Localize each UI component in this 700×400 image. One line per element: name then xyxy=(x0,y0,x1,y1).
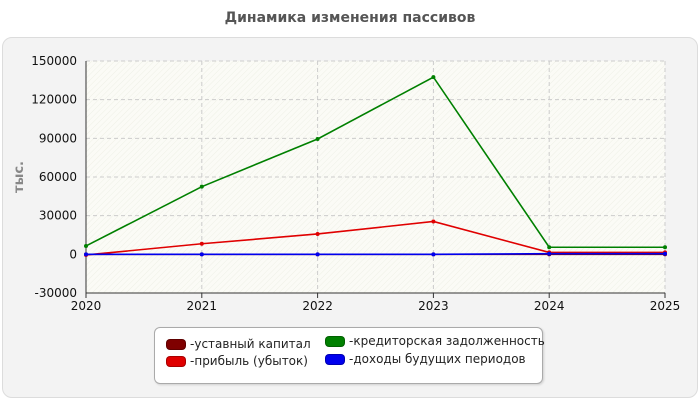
data-point xyxy=(199,241,204,246)
x-tick-label: 2025 xyxy=(650,299,681,313)
legend-item-kreditorskaya: - кредиторская задолженность xyxy=(325,334,545,348)
y-tick-label: 90000 xyxy=(39,131,77,145)
data-point xyxy=(431,252,436,257)
data-point xyxy=(431,219,436,224)
data-point xyxy=(315,231,320,236)
data-point xyxy=(315,252,320,257)
data-point xyxy=(84,252,88,257)
y-axis-label: тыс. xyxy=(12,161,27,193)
x-tick-label: 2023 xyxy=(418,299,449,313)
series-line xyxy=(86,252,665,256)
legend-swatch xyxy=(325,353,345,365)
legend-item-pribyl: - прибыль (убыток) xyxy=(166,354,308,368)
chart-legend: - уставный капитал - прибыль (убыток) - … xyxy=(154,327,545,384)
data-point xyxy=(315,136,320,141)
legend-separator: - xyxy=(349,352,354,366)
legend-swatch xyxy=(166,338,186,350)
series-line xyxy=(85,220,665,256)
legend-label: доходы будущих периодов xyxy=(353,352,526,366)
x-tick-label: 2021 xyxy=(187,299,218,313)
legend-label: кредиторская задолженность xyxy=(353,334,545,348)
data-point xyxy=(84,243,88,248)
legend-item-dokhody: - доходы будущих периодов xyxy=(325,352,526,366)
legend-separator: - xyxy=(349,334,354,348)
x-tick-label: 2020 xyxy=(71,299,102,313)
x-tick-label: 2022 xyxy=(302,299,333,313)
legend-label: уставный капитал xyxy=(194,337,311,351)
chart-title: Динамика изменения пассивов xyxy=(224,10,476,26)
data-point xyxy=(547,245,552,250)
data-point xyxy=(199,184,204,189)
legend-separator: - xyxy=(190,354,195,368)
legend-separator: - xyxy=(190,337,195,351)
data-point xyxy=(199,252,204,257)
data-point xyxy=(431,75,436,80)
legend-swatch xyxy=(325,335,345,347)
data-point xyxy=(663,251,667,256)
data-point xyxy=(663,245,667,250)
legend-item-ustavny-kapital: - уставный капитал xyxy=(166,337,311,351)
legend-label: прибыль (убыток) xyxy=(194,354,308,368)
y-tick-label: 60000 xyxy=(39,170,77,184)
series-line xyxy=(85,76,665,249)
y-tick-label: 0 xyxy=(69,247,77,261)
y-tick-label: -30000 xyxy=(34,286,77,300)
y-tick-label: 120000 xyxy=(31,93,77,107)
y-tick-label: 30000 xyxy=(39,209,77,223)
x-tick-label: 2024 xyxy=(534,299,565,313)
data-point xyxy=(547,251,552,256)
y-tick-label: 150000 xyxy=(31,54,77,68)
legend-swatch xyxy=(166,355,186,367)
